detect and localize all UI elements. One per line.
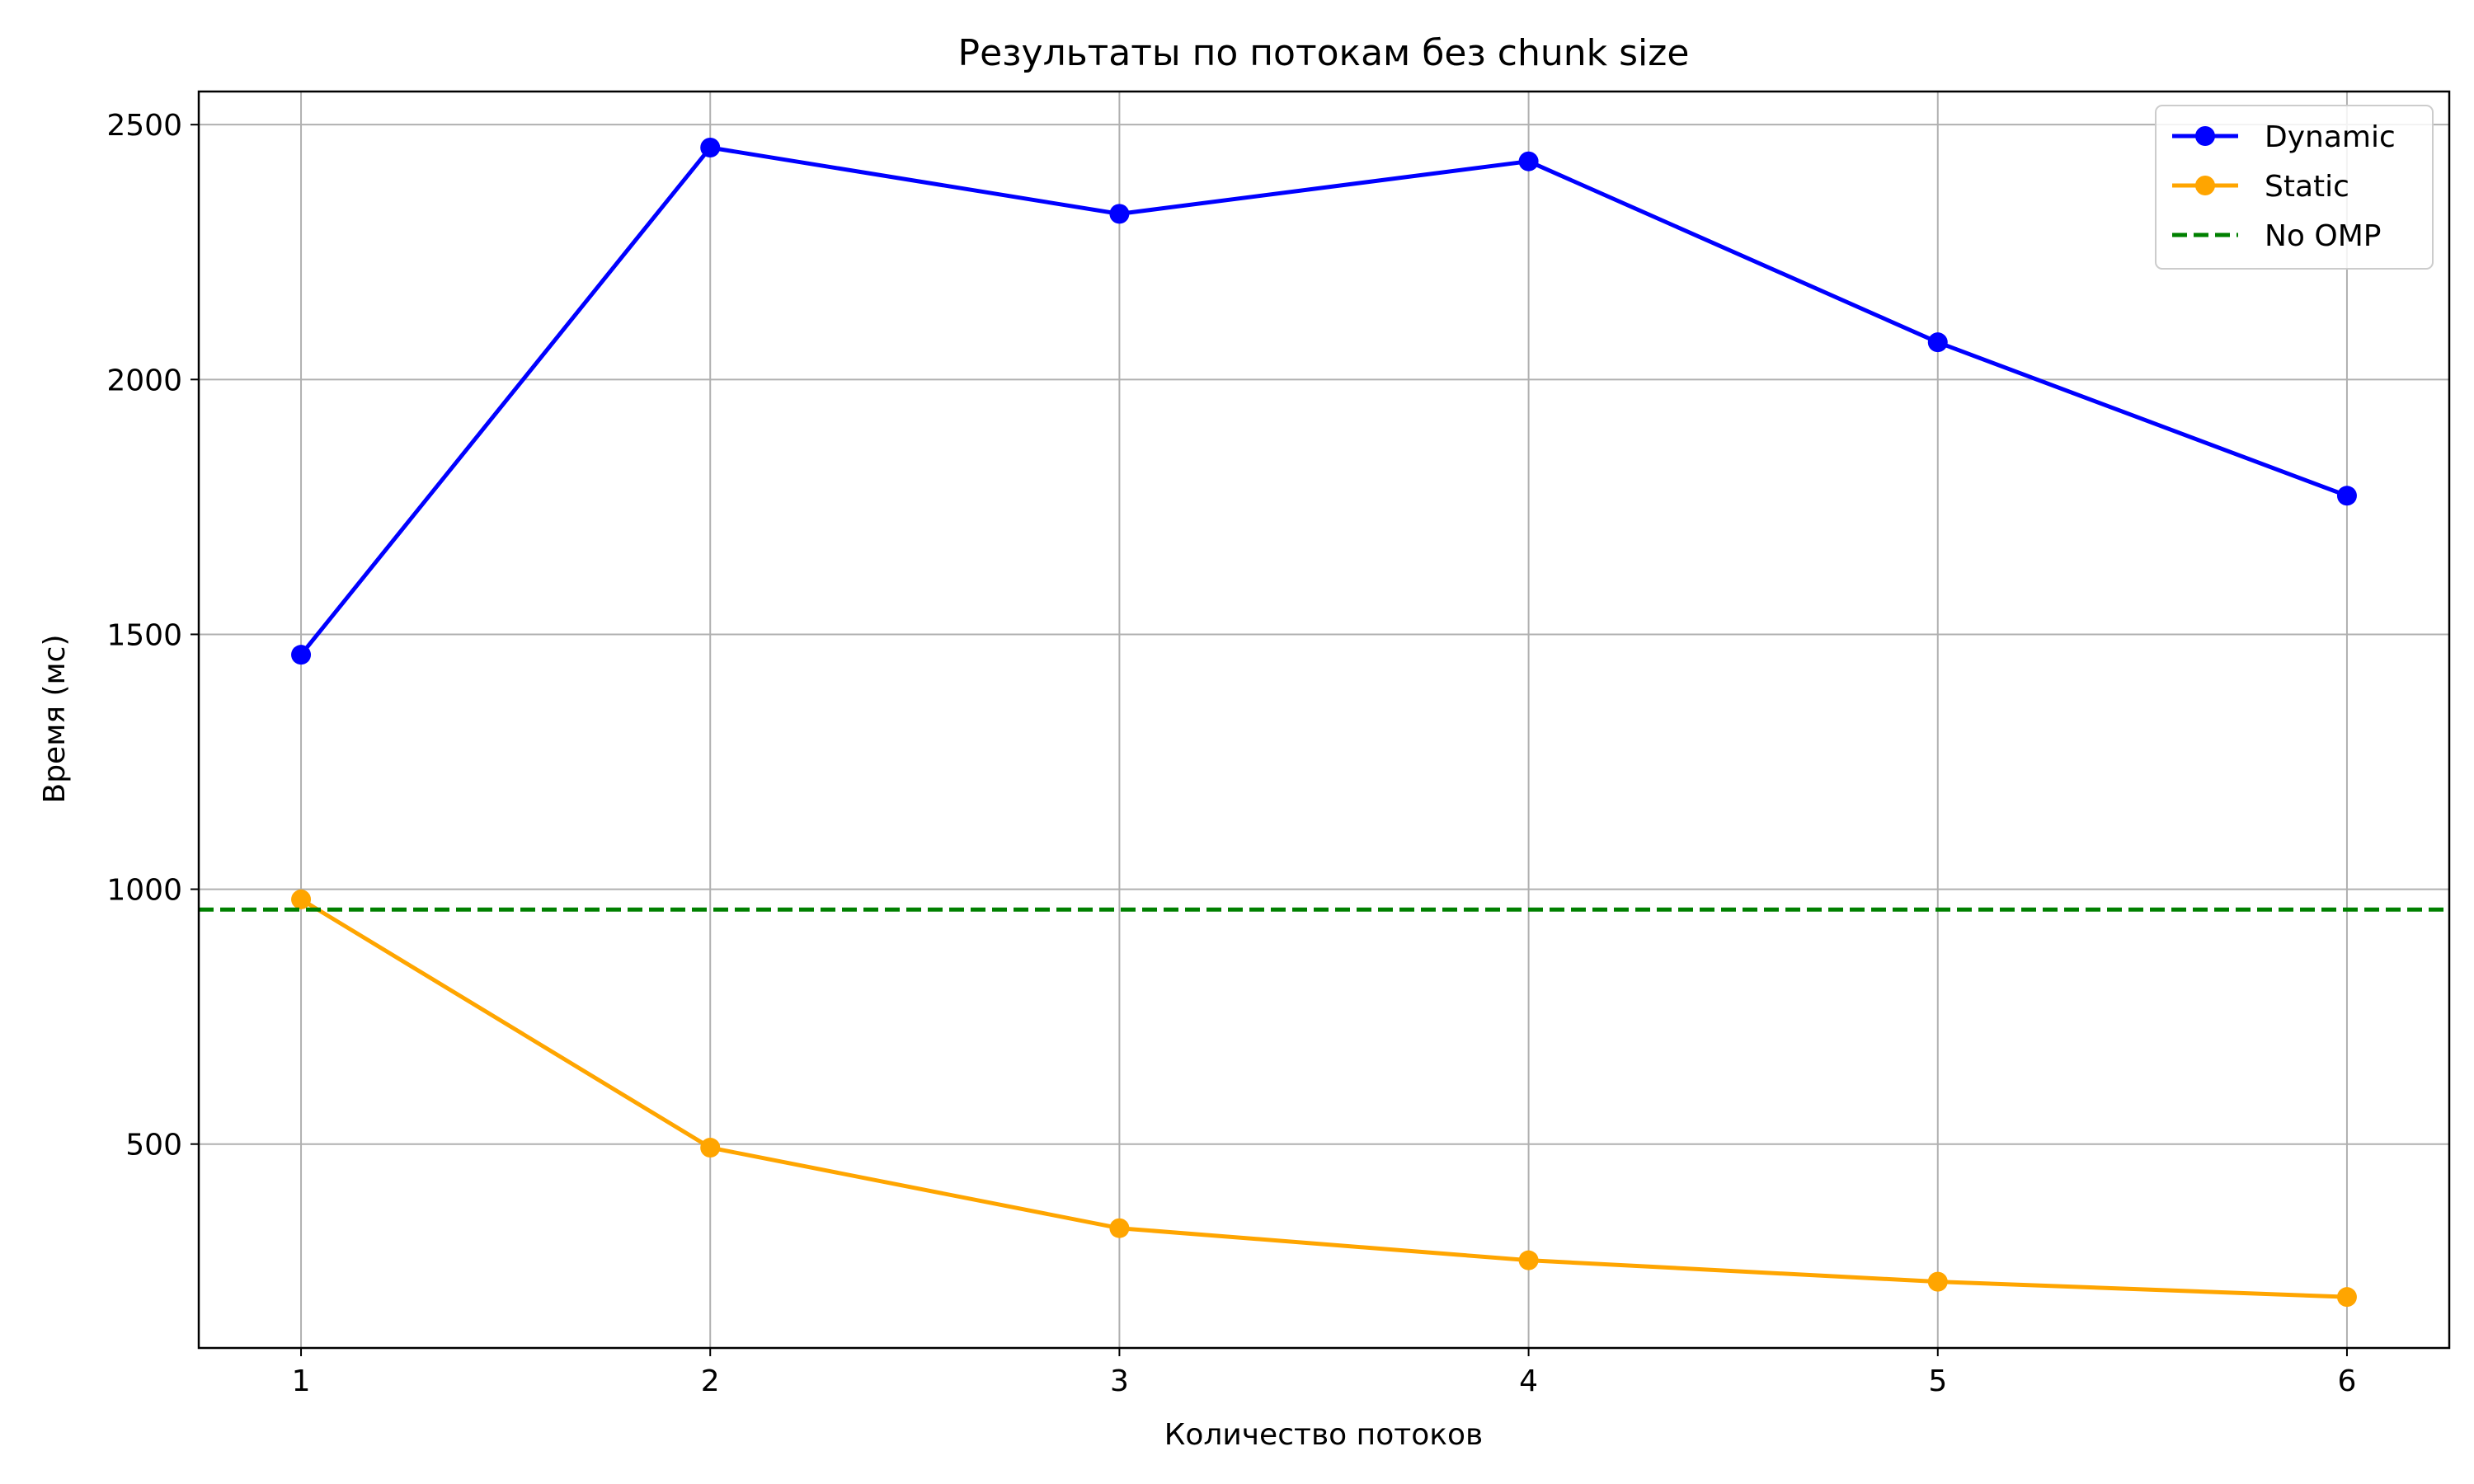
- legend-label: Static: [2265, 170, 2349, 204]
- legend-item-no-omp: No OMP: [2172, 219, 2382, 253]
- tick-group: 1 2 3 4 5 6 500 1000 1500 2000 2500: [106, 109, 2356, 1398]
- x-axis-label: Количество потоков: [1164, 1418, 1483, 1452]
- data-point-dynamic: [1518, 151, 1539, 171]
- y-tick-label: 500: [125, 1129, 182, 1162]
- series-dynamic: [291, 138, 2357, 665]
- data-point-static: [291, 889, 312, 909]
- legend-label: Dynamic: [2265, 120, 2396, 154]
- legend: Dynamic Static No OMP: [2155, 105, 2434, 270]
- chart-title: Результаты по потокам без chunk size: [958, 32, 1690, 74]
- series-static: [291, 889, 2357, 1308]
- series-group: [199, 138, 2449, 1308]
- y-tick-label: 2500: [106, 109, 182, 143]
- data-point-static: [700, 1138, 721, 1158]
- legend-marker: [2195, 126, 2215, 146]
- legend-item-static: Static: [2172, 170, 2349, 204]
- x-tick-label: 1: [292, 1364, 311, 1398]
- data-point-dynamic: [1927, 332, 1948, 353]
- data-point-static: [2336, 1287, 2357, 1308]
- data-point-static: [1109, 1218, 1130, 1238]
- data-point-static: [1927, 1271, 1948, 1292]
- legend-box: [2155, 105, 2434, 270]
- series-line-dynamic: [299, 145, 2348, 656]
- data-point-dynamic: [700, 138, 721, 158]
- series-line-static: [299, 897, 2348, 1299]
- y-axis-label: Время (мс): [38, 635, 72, 804]
- data-point-dynamic: [2336, 486, 2357, 506]
- x-tick-label: 3: [1110, 1364, 1129, 1398]
- y-tick-label: 1000: [106, 874, 182, 908]
- x-tick-label: 6: [2338, 1364, 2357, 1398]
- plot-frame: [197, 90, 2451, 1350]
- y-tick-label: 1500: [106, 618, 182, 652]
- legend-marker: [2195, 176, 2215, 195]
- legend-item-dynamic: Dynamic: [2172, 120, 2396, 154]
- x-tick-label: 2: [701, 1364, 720, 1398]
- x-tick-label: 4: [1519, 1364, 1538, 1398]
- legend-label: No OMP: [2265, 219, 2382, 253]
- data-point-dynamic: [1109, 204, 1130, 224]
- x-tick-label: 5: [1928, 1364, 1947, 1398]
- grid: [199, 92, 2449, 1348]
- data-point-static: [1518, 1250, 1539, 1270]
- y-tick-label: 2000: [106, 364, 182, 397]
- data-point-dynamic: [291, 645, 312, 665]
